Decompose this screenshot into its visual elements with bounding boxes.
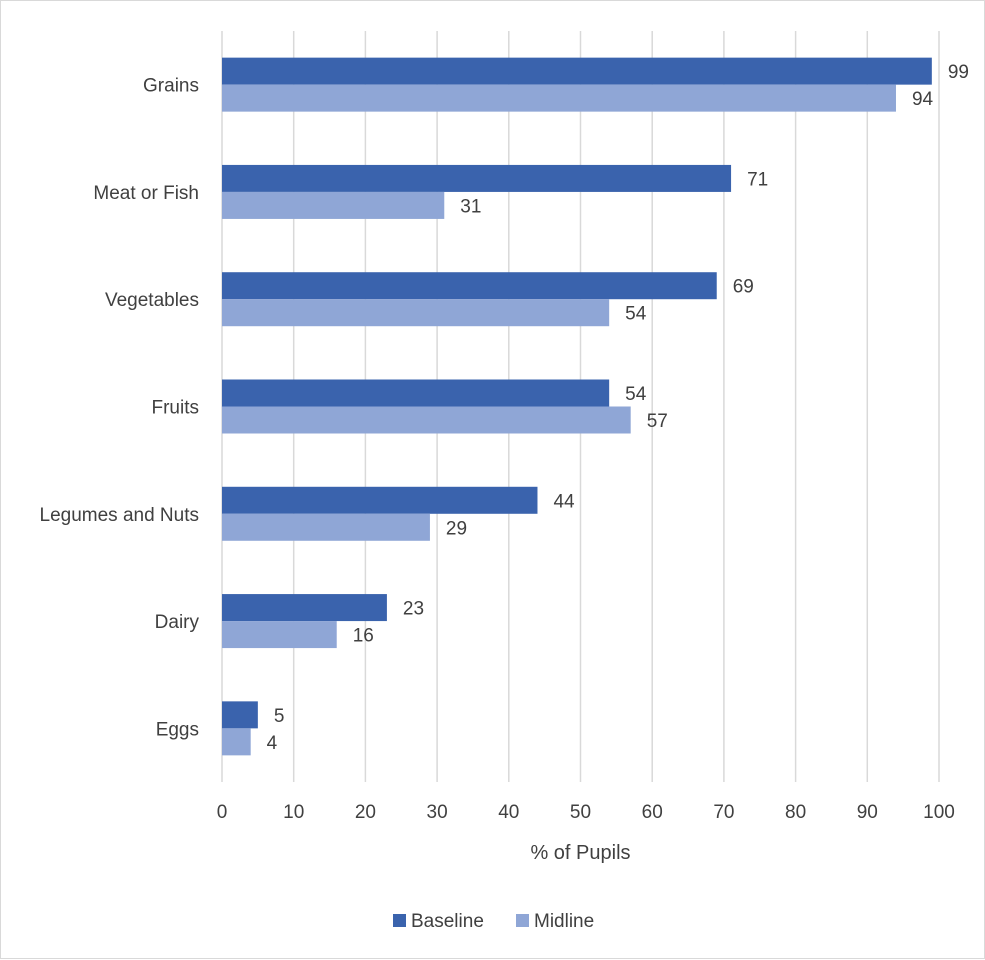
data-label: 16 [353, 626, 374, 647]
bar-baseline [222, 164, 732, 192]
data-label: 54 [625, 304, 647, 325]
data-label: 31 [460, 196, 481, 217]
category-label: Meat or Fish [93, 183, 199, 204]
bar-baseline [222, 272, 717, 300]
data-label: 71 [747, 169, 768, 190]
bar-midline [222, 621, 337, 649]
bar-midline [222, 84, 896, 112]
x-tick-label: 30 [427, 802, 448, 823]
legend-swatch-midline [516, 914, 529, 927]
category-labels: Grains Meat or Fish Vegetables Fruits Legume… [40, 76, 200, 741]
x-tick-label: 50 [570, 802, 591, 823]
x-tick-label: 100 [923, 802, 955, 823]
x-tick-label: 10 [283, 802, 304, 823]
data-label: 54 [625, 384, 647, 405]
x-tick-label: 90 [857, 802, 878, 823]
x-tick-label: 0 [217, 802, 228, 823]
bar-baseline [222, 57, 932, 85]
category-label: Grains [143, 76, 199, 97]
x-tick-label: 40 [498, 802, 519, 823]
bar-baseline [222, 701, 258, 729]
bar-midline [222, 513, 430, 541]
data-label: 4 [267, 733, 278, 754]
x-axis-title: % of Pupils [530, 842, 630, 864]
bar-midline [222, 299, 610, 327]
bar-midline [222, 191, 445, 219]
x-tick-labels: 0 10 20 30 40 50 60 70 80 90 100 [217, 802, 955, 823]
category-label: Fruits [152, 398, 200, 419]
data-label: 99 [948, 62, 969, 83]
data-label: 44 [553, 491, 575, 512]
bar-baseline [222, 379, 610, 407]
category-label: Legumes and Nuts [40, 505, 200, 526]
legend: Baseline Midline [393, 911, 594, 932]
bar-baseline [222, 486, 538, 514]
legend-label: Midline [534, 911, 594, 932]
legend-swatch-baseline [393, 914, 406, 927]
bars [222, 57, 932, 756]
category-label: Eggs [156, 719, 199, 740]
bar-midline [222, 728, 251, 756]
x-tick-label: 80 [785, 802, 806, 823]
legend-label: Baseline [411, 911, 484, 932]
category-label: Dairy [155, 612, 200, 633]
data-label: 5 [274, 706, 285, 727]
category-label: Vegetables [105, 290, 199, 311]
data-label: 94 [912, 89, 934, 110]
x-tick-label: 70 [713, 802, 734, 823]
bar-baseline [222, 594, 387, 622]
data-label: 29 [446, 518, 467, 539]
x-tick-label: 20 [355, 802, 376, 823]
x-tick-label: 60 [642, 802, 663, 823]
data-label: 23 [403, 599, 424, 620]
bar-midline [222, 406, 631, 434]
data-label: 57 [647, 411, 668, 432]
data-label: 69 [733, 277, 754, 298]
